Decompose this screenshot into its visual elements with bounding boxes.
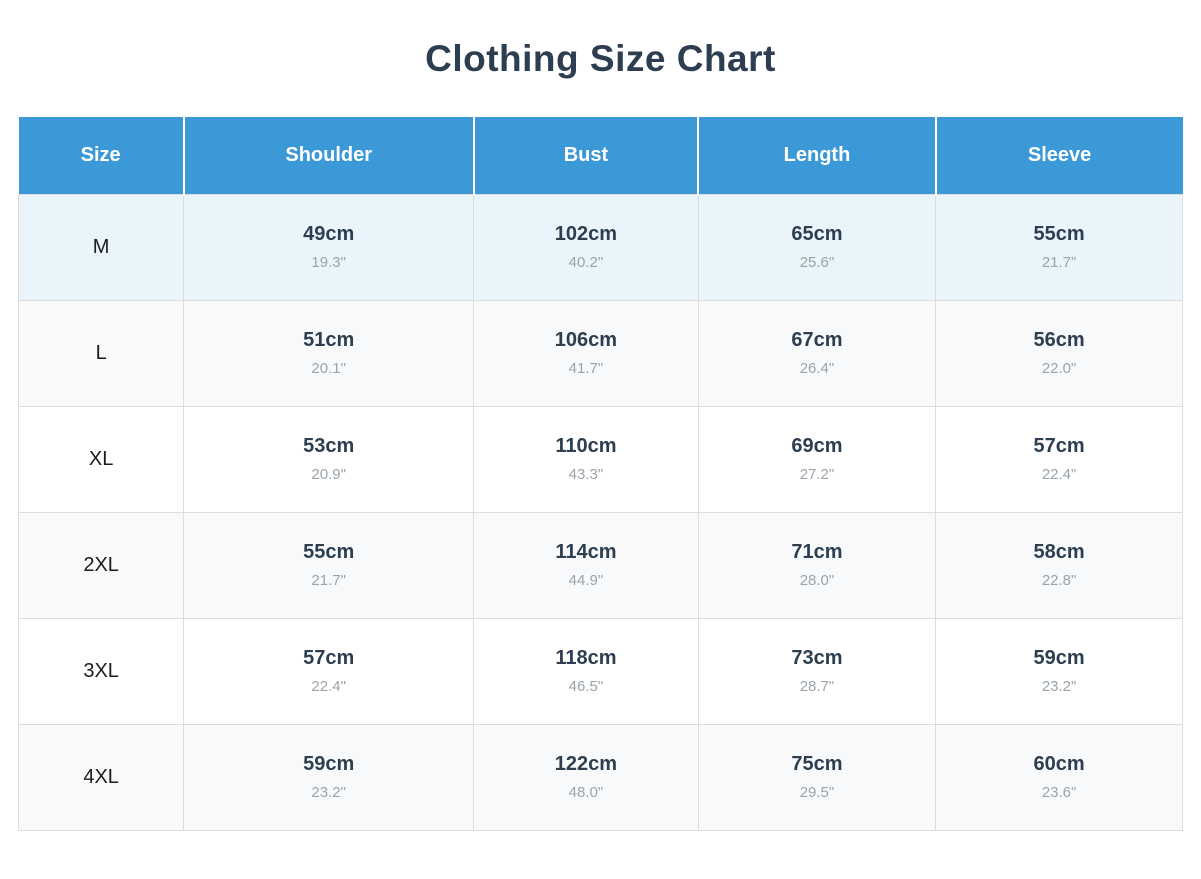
- cm-value: 106cm: [554, 329, 618, 351]
- table-header: Size Shoulder Bust Length Sleeve: [18, 117, 1183, 194]
- cm-value: 60cm: [1033, 753, 1085, 775]
- cm-value: 71cm: [791, 541, 843, 563]
- inch-value: 40.2": [568, 254, 604, 271]
- measurement-cell: 67cm 26.4": [697, 299, 937, 407]
- measurement-cell: 60cm 23.6": [935, 723, 1183, 831]
- column-header-sleeve: Sleeve: [935, 117, 1183, 194]
- inch-value: 41.7": [568, 360, 604, 377]
- size-cell: 4XL: [17, 723, 185, 831]
- cm-value: 58cm: [1033, 541, 1085, 563]
- size-cell: L: [17, 299, 185, 407]
- table-row: M 49cm 19.3" 102cm 40.2" 65cm 25.6" 55cm 21.7": [17, 193, 1183, 301]
- cm-value: 73cm: [791, 647, 843, 669]
- inch-value: 43.3": [568, 466, 604, 483]
- measurement-cell: 57cm 22.4": [183, 617, 475, 725]
- measurement-cell: 58cm 22.8": [935, 511, 1183, 619]
- measurement-cell: 55cm 21.7": [183, 511, 475, 619]
- cm-value: 53cm: [303, 435, 355, 457]
- measurement-cell: 71cm 28.0": [697, 511, 937, 619]
- size-chart-container: Size Shoulder Bust Length Sleeve M 49cm 19…: [17, 117, 1183, 831]
- measurement-cell: 118cm 46.5": [473, 617, 699, 725]
- size-cell: 3XL: [17, 617, 185, 725]
- inch-value: 20.1": [311, 360, 346, 377]
- measurement-cell: 55cm 21.7": [935, 193, 1183, 301]
- measurement-cell: 73cm 28.7": [697, 617, 937, 725]
- measurement-cell: 49cm 19.3": [183, 193, 475, 301]
- table-row: 4XL 59cm 23.2" 122cm 48.0" 75cm 29.5" 60cm 23.6": [17, 723, 1183, 831]
- measurement-cell: 57cm 22.4": [935, 405, 1183, 513]
- inch-value: 25.6": [799, 254, 835, 271]
- inch-value: 19.3": [311, 254, 346, 271]
- column-header-length: Length: [698, 117, 937, 194]
- inch-value: 29.5": [799, 784, 835, 801]
- size-table-body: M 49cm 19.3" 102cm 40.2" 65cm 25.6" 55cm 21.7" L 5…: [17, 193, 1183, 831]
- table-row: 2XL 55cm 21.7" 114cm 44.9" 71cm 28.0" 58cm 22.8": [17, 511, 1183, 619]
- page-title: Clothing Size Chart: [425, 38, 776, 79]
- measurement-cell: 59cm 23.2": [935, 617, 1183, 725]
- size-chart-table: Size Shoulder Bust Length Sleeve M 49cm 19…: [17, 117, 1183, 831]
- measurement-cell: 75cm 29.5": [697, 723, 937, 831]
- cm-value: 57cm: [1033, 435, 1085, 457]
- measurement-cell: 51cm 20.1": [183, 299, 475, 407]
- cm-value: 49cm: [303, 223, 355, 245]
- measurement-cell: 102cm 40.2": [473, 193, 699, 301]
- inch-value: 27.2": [799, 466, 835, 483]
- inch-value: 26.4": [799, 360, 835, 377]
- column-header-size: Size: [18, 117, 185, 194]
- cm-value: 57cm: [303, 647, 355, 669]
- cm-value: 118cm: [555, 647, 617, 669]
- measurement-cell: 56cm 22.0": [935, 299, 1183, 407]
- cm-value: 59cm: [1033, 647, 1085, 669]
- inch-value: 22.8": [1041, 572, 1077, 589]
- cm-value: 59cm: [303, 753, 355, 775]
- inch-value: 23.6": [1041, 784, 1077, 801]
- page: Clothing Size Chart Size Shoulder Bust L…: [0, 38, 1201, 879]
- inch-value: 20.9": [311, 466, 346, 483]
- measurement-cell: 53cm 20.9": [183, 405, 475, 513]
- inch-value: 44.9": [568, 572, 604, 589]
- inch-value: 48.0": [568, 784, 604, 801]
- measurement-cell: 69cm 27.2": [697, 405, 937, 513]
- measurement-cell: 106cm 41.7": [473, 299, 699, 407]
- measurement-cell: 114cm 44.9": [473, 511, 699, 619]
- cm-value: 51cm: [303, 329, 355, 351]
- inch-value: 21.7": [311, 572, 346, 589]
- inch-value: 28.0": [799, 572, 835, 589]
- inch-value: 46.5": [568, 678, 604, 695]
- cm-value: 67cm: [791, 329, 843, 351]
- cm-value: 110cm: [555, 435, 617, 457]
- inch-value: 28.7": [799, 678, 835, 695]
- cm-value: 122cm: [554, 753, 618, 775]
- cm-value: 69cm: [791, 435, 843, 457]
- inch-value: 22.4": [1041, 466, 1077, 483]
- table-row: XL 53cm 20.9" 110cm 43.3" 69cm 27.2" 57cm 22.4": [17, 405, 1183, 513]
- cm-value: 75cm: [791, 753, 843, 775]
- cm-value: 102cm: [554, 223, 618, 245]
- measurement-cell: 59cm 23.2": [183, 723, 475, 831]
- size-cell: 2XL: [17, 511, 185, 619]
- inch-value: 22.0": [1041, 360, 1077, 377]
- inch-value: 23.2": [1041, 678, 1077, 695]
- size-cell: XL: [17, 405, 185, 513]
- measurement-cell: 110cm 43.3": [473, 405, 699, 513]
- header-row: Size Shoulder Bust Length Sleeve: [18, 117, 1183, 194]
- cm-value: 55cm: [1033, 223, 1085, 245]
- inch-value: 23.2": [311, 784, 346, 801]
- cm-value: 65cm: [791, 223, 843, 245]
- inch-value: 22.4": [311, 678, 346, 695]
- table-row: 3XL 57cm 22.4" 118cm 46.5" 73cm 28.7" 59cm 23.2": [17, 617, 1183, 725]
- cm-value: 55cm: [303, 541, 355, 563]
- cm-value: 114cm: [555, 541, 617, 563]
- size-cell: M: [17, 193, 185, 301]
- inch-value: 21.7": [1041, 254, 1077, 271]
- measurement-cell: 65cm 25.6": [697, 193, 937, 301]
- table-row: L 51cm 20.1" 106cm 41.7" 67cm 26.4" 56cm 22.0": [17, 299, 1183, 407]
- column-header-bust: Bust: [473, 117, 700, 194]
- cm-value: 56cm: [1033, 329, 1085, 351]
- measurement-cell: 122cm 48.0": [473, 723, 699, 831]
- column-header-shoulder: Shoulder: [183, 117, 475, 194]
